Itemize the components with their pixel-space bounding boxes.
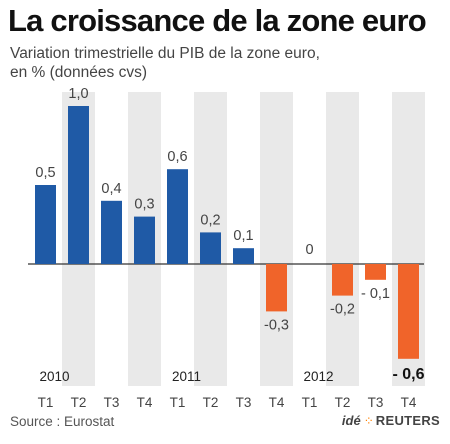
year-labels-group: 2010 2011 2012	[39, 369, 333, 384]
chart-title: La croissance de la zone euro	[8, 3, 427, 38]
band-7	[260, 92, 293, 386]
data-labels-group: 0,5 1,0 0,4 0,3 0,6 0,2 0,1 -0,3 0 -0,2 - 0,1 - 0,6	[35, 86, 424, 383]
x-tick-label-8: T1	[302, 395, 318, 410]
data-label-2: 0,4	[101, 181, 121, 197]
data-label-1: 1,0	[68, 86, 88, 102]
brand-name: REUTERS	[375, 413, 440, 428]
bar-0	[35, 185, 56, 264]
bars-group	[35, 106, 419, 359]
subtitle-line-2: en % (données cvs)	[10, 64, 147, 81]
bar-7	[266, 264, 287, 312]
bar-3	[134, 216, 155, 264]
x-tick-label-10: T3	[368, 395, 384, 410]
data-label-9: -0,2	[330, 302, 355, 318]
data-label-0: 0,5	[35, 165, 55, 181]
chart-subtitle: Variation trimestrielle du PIB de la zon…	[10, 44, 320, 82]
x-tick-label-4: T1	[170, 395, 186, 410]
x-tick-label-11: T4	[401, 395, 417, 410]
year-label-1: 2011	[172, 369, 201, 384]
x-tick-label-0: T1	[38, 395, 54, 410]
bar-4	[167, 169, 188, 264]
data-label-11: - 0,6	[392, 366, 424, 383]
year-label-2: 2012	[303, 369, 333, 384]
x-tick-labels-group: T1 T2 T3 T4 T1 T2 T3 T4 T1 T2 T3 T4	[38, 395, 417, 410]
bar-10	[365, 264, 386, 280]
x-tick-label-6: T3	[236, 395, 252, 410]
band-9	[326, 92, 359, 386]
data-label-7: -0,3	[264, 317, 289, 333]
bar-9	[332, 264, 353, 296]
x-tick-label-2: T3	[104, 395, 120, 410]
bar-5	[200, 232, 221, 264]
x-tick-label-1: T2	[71, 395, 87, 410]
subtitle-line-1: Variation trimestrielle du PIB de la zon…	[10, 45, 320, 62]
data-label-6: 0,1	[233, 228, 253, 244]
bar-11	[398, 264, 419, 359]
data-label-10: - 0,1	[361, 286, 390, 302]
x-tick-label-9: T2	[335, 395, 351, 410]
data-label-8: 0	[305, 242, 313, 258]
x-tick-label-7: T4	[269, 395, 285, 410]
data-label-4: 0,6	[167, 149, 187, 165]
brand-logo: idé ⁘ REUTERS	[342, 413, 440, 428]
bar-2	[101, 200, 122, 264]
source-note: Source : Eurostat	[10, 414, 115, 429]
bar-1	[68, 106, 89, 264]
x-tick-label-3: T4	[137, 395, 153, 410]
data-label-5: 0,2	[200, 212, 220, 228]
year-label-0: 2010	[39, 369, 69, 384]
brand-prefix: idé	[341, 413, 361, 428]
x-tick-label-5: T2	[203, 395, 219, 410]
reuters-dot-logo-icon: ⁘	[363, 414, 374, 428]
data-label-3: 0,3	[134, 197, 154, 213]
bar-6	[233, 248, 254, 264]
